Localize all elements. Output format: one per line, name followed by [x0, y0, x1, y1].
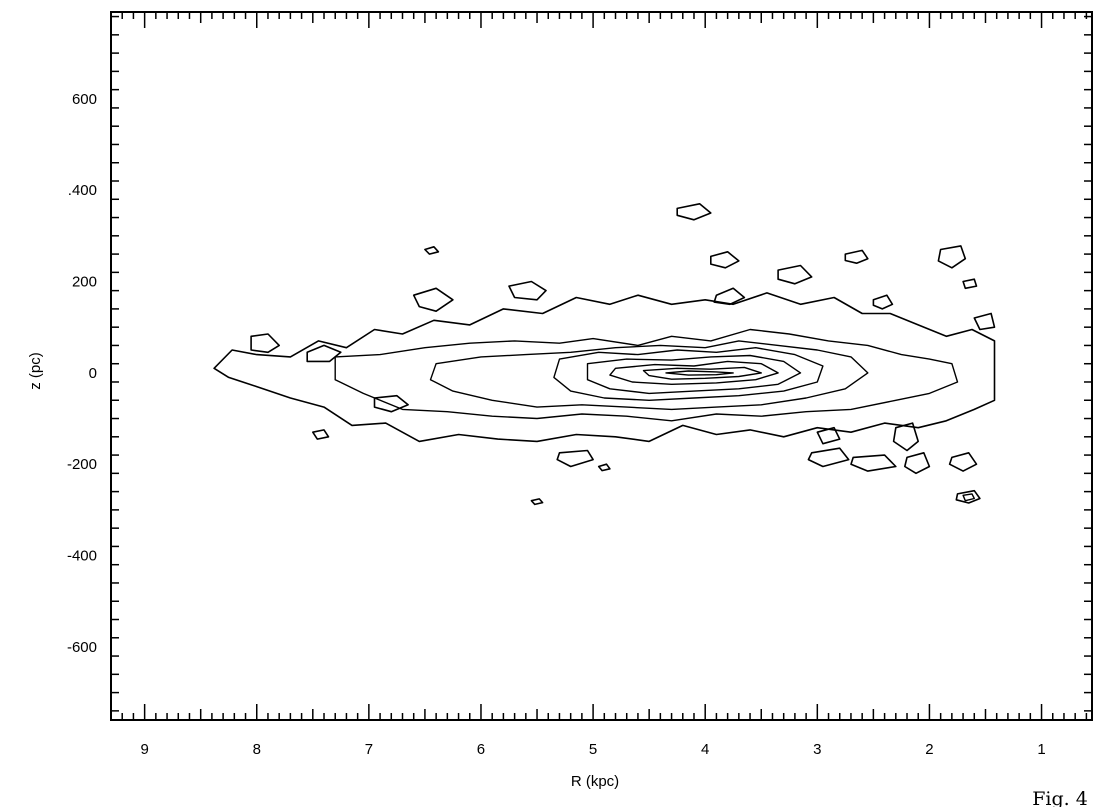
- contour-level-1: [872, 294, 894, 310]
- x-axis-title: R (kpc): [571, 773, 619, 790]
- contour-level-1: [530, 498, 544, 506]
- y-tick-label: .400: [68, 182, 97, 199]
- contour-level-1: [962, 278, 978, 290]
- contour-level-1: [213, 292, 996, 443]
- contour-level-1: [312, 429, 330, 440]
- x-tick-label: 9: [140, 741, 148, 758]
- y-tick-label: 0: [89, 365, 97, 382]
- contour-level-1: [412, 287, 454, 312]
- contour-level-2: [962, 493, 975, 502]
- contour-level-1: [508, 280, 547, 301]
- contour-level-1: [973, 312, 996, 331]
- y-tick-labels: 600 .400 200 0 -200 -400 -600: [67, 91, 97, 656]
- contour-level-1: [676, 203, 712, 221]
- contour-level-6: [609, 360, 779, 385]
- contour-level-1: [597, 463, 611, 472]
- contour-level-1: [306, 344, 342, 363]
- x-tick-label: 7: [365, 741, 373, 758]
- y-tick-label: -200: [67, 456, 97, 473]
- contour-level-1: [955, 489, 981, 504]
- contour-level-1: [250, 333, 280, 354]
- contour-level-4: [553, 347, 824, 401]
- figure-label: Fig. 4: [1032, 788, 1088, 807]
- y-tick-label: 600: [72, 91, 97, 108]
- y-axis-title: z (pc): [27, 352, 44, 390]
- plot-frame: [110, 11, 1093, 721]
- contour-level-1: [892, 422, 919, 452]
- x-tick-label: 4: [701, 741, 709, 758]
- x-tick-label: 5: [589, 741, 597, 758]
- x-tick-label: 2: [925, 741, 933, 758]
- contour-level-1: [710, 251, 740, 269]
- contour-level-1: [844, 249, 869, 264]
- contour-level-1: [937, 245, 967, 269]
- x-tick-label: 1: [1037, 741, 1045, 758]
- contour-level-1: [713, 287, 746, 306]
- contour-level-1: [777, 264, 813, 285]
- x-tick-label: 8: [253, 741, 261, 758]
- contour-level-7: [642, 366, 762, 380]
- x-tick-label: 3: [813, 741, 821, 758]
- contour-lines: [213, 203, 996, 506]
- x-tick-label: 6: [477, 741, 485, 758]
- axis-ticks: [111, 12, 1092, 720]
- contour-level-1: [807, 447, 850, 468]
- contour-level-1: [424, 246, 440, 255]
- contour-level-2: [334, 328, 959, 422]
- y-tick-label: -600: [67, 639, 97, 656]
- contour-level-5: [586, 354, 802, 395]
- x-tick-labels: 9 8 7 6 5 4 3 2 1: [140, 741, 1045, 758]
- y-tick-label: 200: [72, 273, 97, 290]
- contour-level-1: [850, 454, 897, 472]
- contour-level-1: [816, 426, 841, 445]
- contour-level-1: [373, 394, 409, 413]
- contour-level-8: [665, 370, 734, 376]
- contour-level-1: [556, 449, 594, 468]
- contour-level-1: [948, 452, 978, 472]
- contour-level-3: [429, 340, 869, 411]
- y-tick-label: -400: [67, 548, 97, 565]
- contour-level-1: [904, 452, 931, 475]
